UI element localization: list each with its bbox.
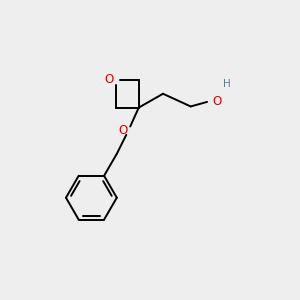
Text: O: O [118,124,127,137]
Text: O: O [104,74,114,86]
Text: O: O [213,95,222,108]
Text: H: H [223,79,231,89]
